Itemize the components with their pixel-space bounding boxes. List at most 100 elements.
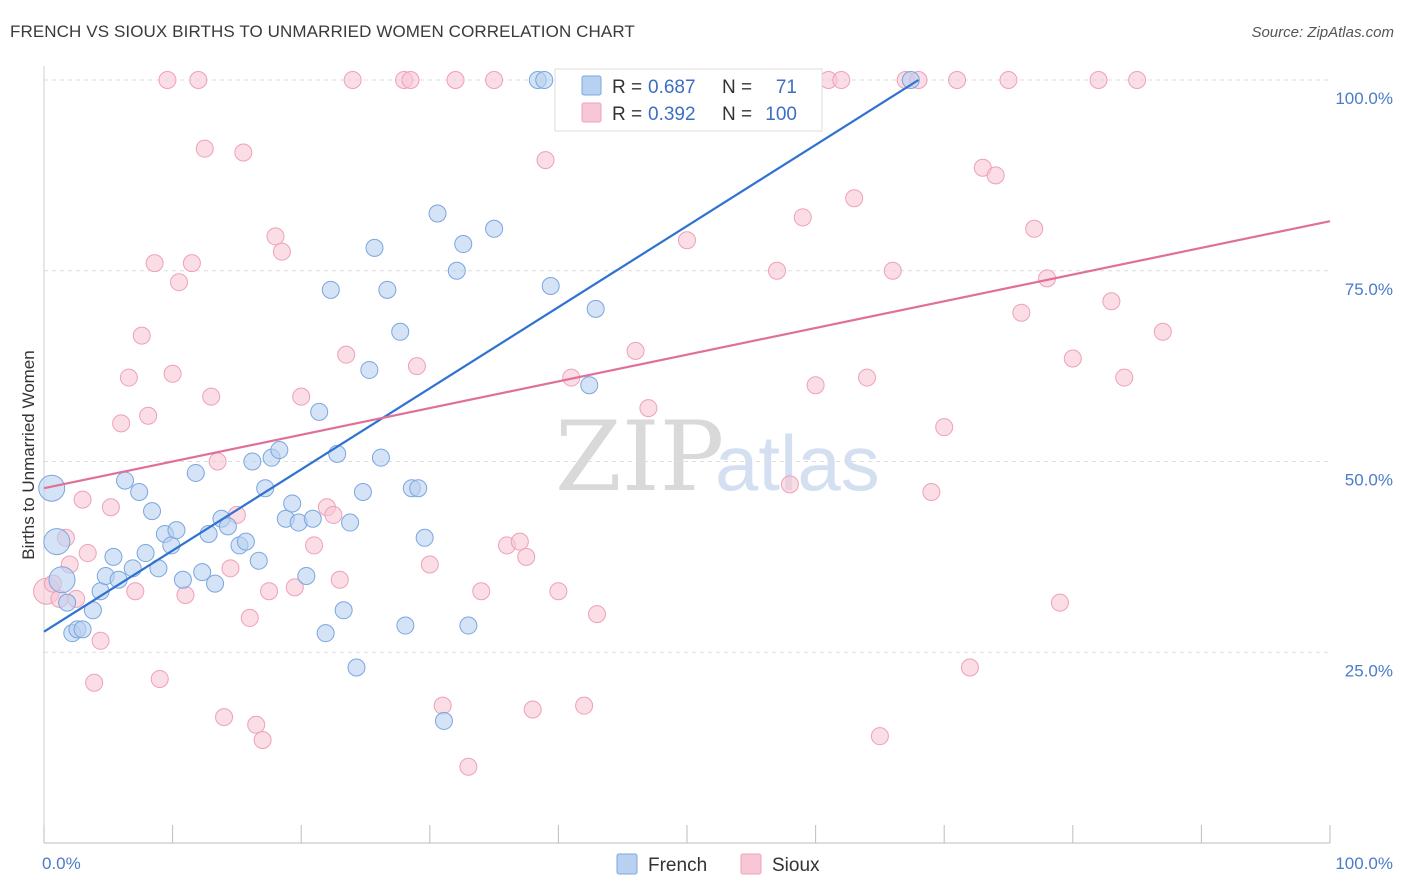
sioux-point-65 bbox=[639, 399, 658, 418]
french-point-68 bbox=[586, 299, 605, 318]
french-point-70 bbox=[901, 71, 920, 89]
french-point-50 bbox=[371, 448, 390, 467]
sioux-point-97 bbox=[1115, 368, 1134, 387]
french-point-53 bbox=[396, 616, 415, 635]
sioux-point-43 bbox=[337, 345, 356, 364]
legend-bottom-french-label: French bbox=[648, 855, 707, 876]
sioux-point-73 bbox=[793, 208, 812, 227]
y-axis-label: Births to Unmarried Women bbox=[19, 350, 38, 559]
sioux-point-28 bbox=[221, 559, 240, 578]
sioux-point-64 bbox=[626, 341, 645, 360]
french-point-2 bbox=[48, 566, 76, 594]
sioux-point-22 bbox=[182, 254, 201, 273]
sioux-point-6 bbox=[73, 490, 92, 509]
sioux-point-42 bbox=[330, 570, 349, 589]
y-tick-label-0: 25.0% bbox=[1345, 661, 1393, 680]
chart-title: FRENCH VS SIOUX BIRTHS TO UNMARRIED WOME… bbox=[10, 22, 635, 41]
legend-bottom-french-swatch bbox=[616, 853, 638, 875]
sioux-point-53 bbox=[485, 71, 504, 89]
french-point-38 bbox=[297, 566, 316, 585]
sioux-point-39 bbox=[305, 536, 324, 555]
french-point-32 bbox=[256, 479, 275, 498]
legend-french-swatch bbox=[581, 75, 602, 96]
sioux-point-83 bbox=[922, 483, 941, 502]
watermark: ZIP atlas bbox=[555, 401, 880, 513]
french-point-59 bbox=[447, 261, 466, 280]
sioux-point-8 bbox=[85, 673, 104, 692]
french-point-22 bbox=[186, 463, 205, 482]
french-point-58 bbox=[434, 711, 453, 730]
french-point-42 bbox=[321, 280, 340, 299]
legend-french-r-label: R = bbox=[612, 77, 642, 98]
french-point-6 bbox=[73, 620, 92, 639]
sioux-point-59 bbox=[549, 582, 568, 601]
sioux-point-7 bbox=[78, 544, 97, 563]
watermark-atlas: atlas bbox=[715, 419, 880, 507]
sioux-point-95 bbox=[1089, 71, 1108, 89]
french-point-40 bbox=[310, 402, 329, 421]
sioux-point-77 bbox=[845, 189, 864, 208]
sioux-point-50 bbox=[446, 71, 465, 89]
sioux-point-71 bbox=[768, 261, 787, 280]
french-point-41 bbox=[316, 624, 335, 643]
sioux-point-17 bbox=[150, 669, 169, 688]
french-point-39 bbox=[303, 509, 322, 528]
french-point-69 bbox=[580, 376, 599, 395]
french-point-10 bbox=[104, 547, 123, 566]
tick-labels: 25.0% 50.0% 75.0% 100.0% 0.0% 100.0% bbox=[42, 89, 1393, 873]
french-point-51 bbox=[378, 280, 397, 299]
sioux-point-13 bbox=[126, 582, 145, 601]
sioux-point-61 bbox=[575, 696, 594, 715]
french-point-60 bbox=[454, 235, 473, 254]
french-point-27 bbox=[218, 517, 237, 536]
french-point-49 bbox=[365, 238, 384, 257]
french-point-45 bbox=[341, 513, 360, 532]
french-point-14 bbox=[130, 483, 149, 502]
axes bbox=[43, 66, 1331, 844]
legend-sioux-r-value: 0.392 bbox=[648, 104, 696, 125]
sioux-point-37 bbox=[285, 578, 304, 597]
sioux-point-47 bbox=[407, 357, 426, 376]
french-point-34 bbox=[270, 441, 289, 460]
french-point-13 bbox=[123, 559, 142, 578]
french-point-55 bbox=[409, 479, 428, 498]
sioux-point-74 bbox=[806, 376, 825, 395]
y-tick-label-2: 75.0% bbox=[1345, 280, 1393, 299]
legend-sioux-n-label: N = bbox=[722, 104, 752, 125]
french-point-25 bbox=[206, 574, 225, 593]
french-point-36 bbox=[283, 494, 302, 513]
french-point-31 bbox=[249, 551, 268, 570]
sioux-point-55 bbox=[510, 532, 529, 551]
french-point-65 bbox=[541, 277, 560, 296]
sioux-point-19 bbox=[163, 364, 182, 383]
sioux-point-76 bbox=[832, 71, 851, 89]
sioux-point-41 bbox=[324, 505, 343, 524]
sioux-point-27 bbox=[215, 708, 234, 727]
sioux-trend-line bbox=[43, 220, 1331, 490]
watermark-zip: ZIP bbox=[555, 401, 724, 513]
french-point-48 bbox=[360, 360, 379, 379]
french-point-20 bbox=[167, 521, 186, 540]
sioux-points bbox=[33, 71, 1172, 776]
french-point-44 bbox=[334, 601, 353, 620]
legend-sioux-r-label: R = bbox=[612, 104, 642, 125]
sioux-point-21 bbox=[176, 586, 195, 605]
french-point-1 bbox=[43, 528, 71, 556]
sioux-point-11 bbox=[112, 414, 131, 433]
sioux-point-78 bbox=[858, 368, 877, 387]
french-point-3 bbox=[58, 593, 77, 612]
sioux-point-49 bbox=[433, 696, 452, 715]
sioux-point-30 bbox=[234, 143, 253, 162]
french-point-62 bbox=[485, 219, 504, 238]
legend-sioux-n-value: 100 bbox=[765, 104, 797, 125]
sioux-point-23 bbox=[189, 71, 208, 89]
sioux-point-90 bbox=[1012, 303, 1031, 322]
sioux-point-96 bbox=[1102, 292, 1121, 311]
french-point-56 bbox=[415, 528, 434, 547]
french-point-57 bbox=[428, 204, 447, 223]
sioux-point-25 bbox=[202, 387, 221, 406]
legend-french-r-value: 0.687 bbox=[648, 77, 696, 98]
sioux-point-52 bbox=[472, 582, 491, 601]
sioux-point-9 bbox=[91, 631, 110, 650]
sioux-point-67 bbox=[678, 231, 696, 250]
